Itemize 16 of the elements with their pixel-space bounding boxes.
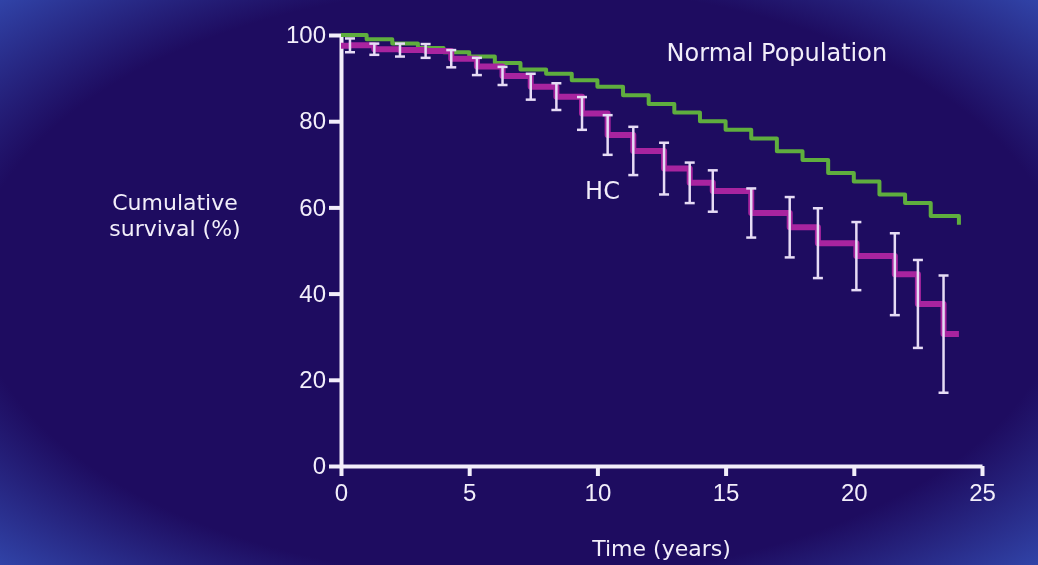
y-tick-label: 20 (299, 365, 326, 393)
series-label: Normal Population (666, 38, 888, 67)
x-tick-label: 5 (463, 478, 477, 506)
x-tick-label: 20 (840, 478, 868, 506)
y-tick-label: 100 (285, 21, 326, 49)
y-tick-label: 80 (299, 107, 326, 135)
y-tick-label: 40 (299, 279, 326, 307)
x-tick-label: 0 (334, 478, 349, 506)
y-tick-label: 0 (312, 452, 326, 480)
x-tick-label: 25 (969, 478, 996, 506)
x-tick-label: 10 (584, 478, 612, 506)
series-label: HC (585, 176, 620, 205)
x-axis-title: Time (years) (591, 536, 731, 561)
x-tick-label: 15 (712, 478, 740, 506)
y-axis-title: Cumulative survival (%) (109, 190, 241, 242)
y-tick-label: 60 (299, 193, 326, 221)
